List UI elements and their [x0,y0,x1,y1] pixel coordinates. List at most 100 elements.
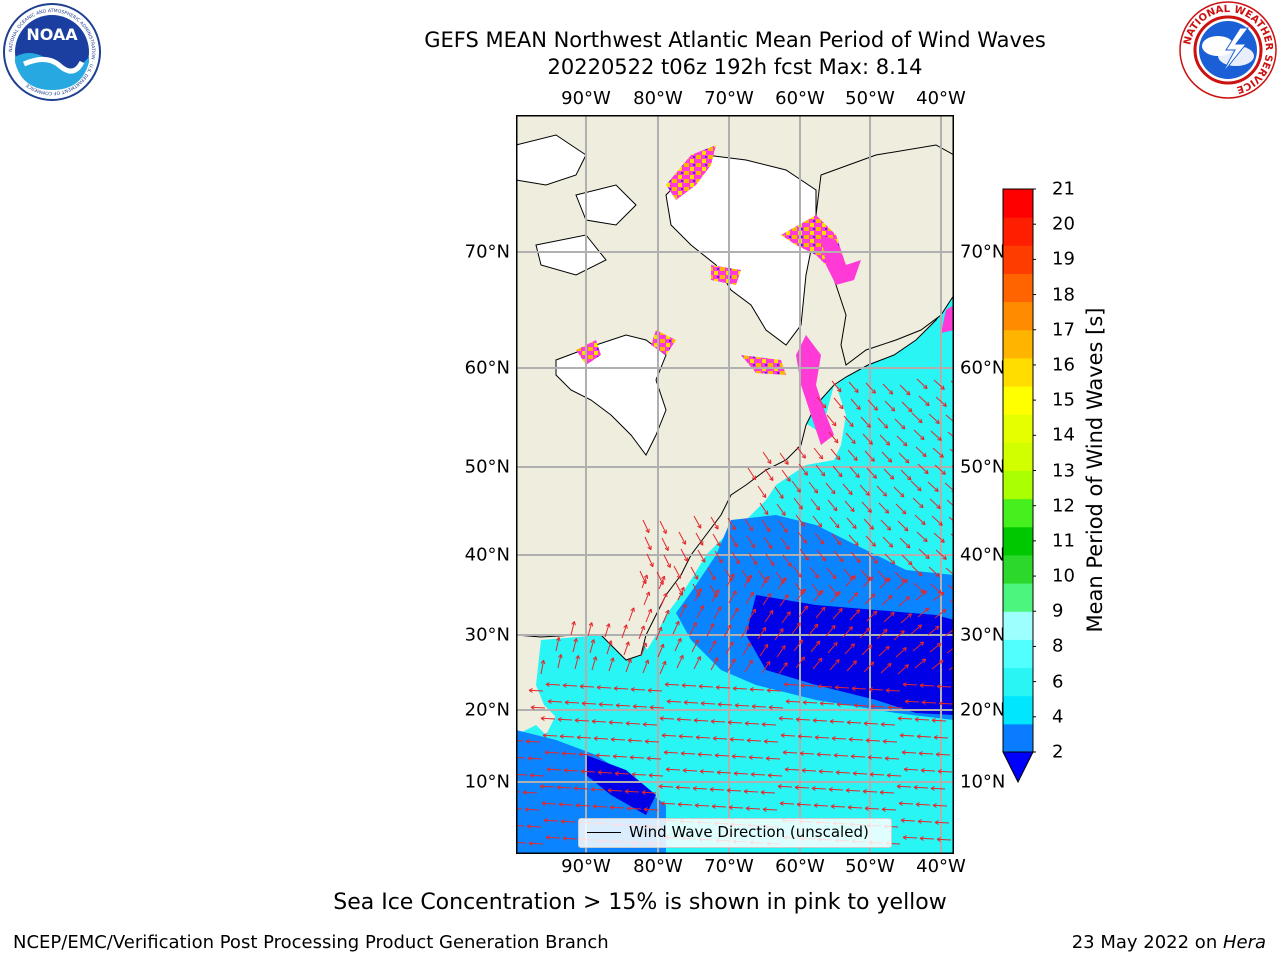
wind-arrow-head [632,704,637,709]
wind-arrow-head [930,786,935,791]
wind-arrow [933,379,945,390]
wind-arrow [897,664,909,675]
wind-arrow [546,768,562,771]
wind-arrow [779,802,795,805]
wind-arrow-head [709,787,714,792]
wind-arrow-head [872,610,878,616]
wind-arrow [593,737,609,740]
wind-arrow [680,548,689,562]
ocean-dark-core [746,595,954,715]
wind-arrow [844,643,855,655]
wind-arrow-head [903,767,908,772]
wind-arrow-head [541,801,546,806]
wind-arrow-head [763,643,769,649]
colorbar [1002,188,1036,784]
wind-arrow [848,738,864,741]
wind-arrow [733,772,749,775]
wind-arrow-head [608,640,613,645]
colorbar-tick-label: 21 [1052,178,1075,200]
wind-arrow [896,435,908,447]
wind-arrow [626,807,642,810]
wind-arrow-head [937,436,942,441]
wind-arrow-head [767,459,772,464]
wind-arrow-head [888,390,894,395]
wind-arrow [714,754,730,757]
wind-arrow-head [694,803,699,808]
wind-arrow-head [605,623,611,628]
wind-arrow-head [697,752,702,757]
wind-arrow [638,625,645,640]
wind-arrow-head [902,441,908,447]
wind-arrow [587,622,593,637]
wind-arrow-head [852,660,858,665]
wind-arrow-head [917,624,923,629]
wind-arrow [915,446,927,458]
wind-arrow-head [766,527,771,533]
wind-arrow [748,552,758,565]
wind-arrow [645,608,652,623]
wind-arrow [876,628,888,640]
wind-arrow-head [821,403,827,409]
wind-arrow-head [907,560,913,566]
colorbar-segment [1003,498,1033,528]
wind-arrow [899,384,911,396]
wind-arrow-head [899,492,905,498]
wind-arrow-head [540,659,546,665]
wind-arrow [780,537,790,550]
wind-arrow [628,607,635,622]
wind-arrow-head [871,389,876,394]
wind-arrow-head [644,659,650,665]
wind-arrow [777,785,793,788]
wind-arrow [879,577,891,589]
wind-arrow [813,447,824,460]
wind-arrow-head [940,385,945,390]
wind-arrow [830,448,841,461]
wind-arrow-head [732,590,737,595]
wind-arrow-head [838,472,843,478]
wind-arrow-head [694,639,699,644]
wind-arrow [843,568,854,580]
wind-arrow-head [804,556,809,561]
wind-arrow [831,380,842,393]
wind-arrow [865,535,876,547]
wind-arrow-head [833,641,838,647]
wind-arrow-head [760,790,765,795]
wind-arrow [832,465,843,478]
wind-arrow [607,789,623,792]
wind-arrow [562,837,578,840]
wind-arrow [641,791,657,794]
wind-arrow [747,467,757,480]
wind-arrow-head [641,790,646,795]
wind-arrow [878,645,890,657]
wind-arrow [713,606,722,620]
wind-arrow-head [863,721,868,726]
wind-arrow [863,661,875,673]
wind-arrow [664,683,680,686]
wind-arrow-head [699,541,704,546]
wind-arrow [914,514,926,526]
wind-arrow-head [592,804,597,809]
wind-arrow [624,790,640,793]
wind-arrow-head [800,656,806,661]
wind-arrow [884,553,896,565]
wind-arrow [564,701,580,704]
wind-arrow-head [733,542,738,548]
wind-arrow [878,502,889,514]
wind-arrow-head [868,576,874,581]
wind-arrow-head [864,806,869,811]
wind-arrow [919,837,935,840]
wind-arrow [913,429,925,441]
wind-arrow-head [917,819,922,824]
wind-arrow [885,689,901,692]
colorbar-tick-label: 10 [1052,565,1075,587]
wind-arrow-head [609,805,614,810]
wind-arrow [642,723,658,726]
wind-arrow-head [731,658,736,663]
wind-arrow [528,689,544,692]
wind-arrow [543,819,559,822]
wind-arrow-head [853,592,859,597]
wind-arrow [918,548,930,559]
wind-arrow-head [675,620,680,626]
wind-arrow [860,416,871,428]
wind-arrow-head [644,739,649,744]
